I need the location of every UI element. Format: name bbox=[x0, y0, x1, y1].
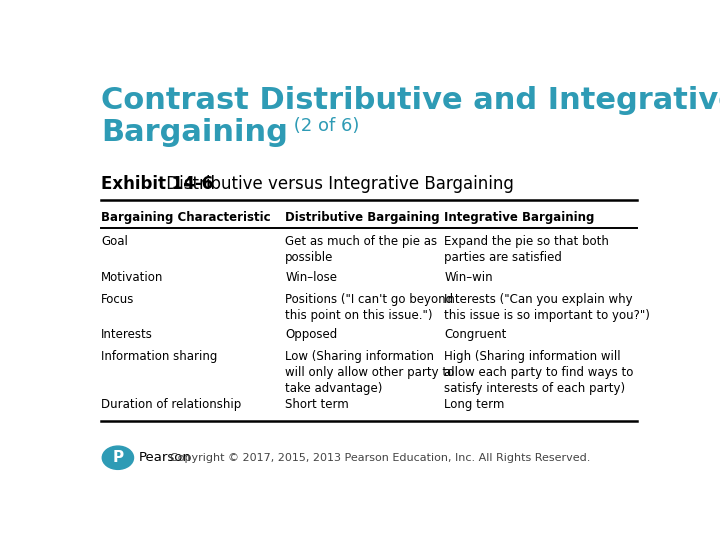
Text: Information sharing: Information sharing bbox=[101, 350, 217, 363]
Text: Pearson: Pearson bbox=[139, 451, 192, 464]
Text: Win–lose: Win–lose bbox=[285, 271, 337, 284]
Text: Exhibit 14-6: Exhibit 14-6 bbox=[101, 175, 213, 193]
Text: Short term: Short term bbox=[285, 398, 349, 411]
Text: Congruent: Congruent bbox=[444, 328, 507, 341]
Text: Bargaining Characteristic: Bargaining Characteristic bbox=[101, 211, 271, 224]
Text: Opposed: Opposed bbox=[285, 328, 338, 341]
Text: Win–win: Win–win bbox=[444, 271, 493, 284]
Text: Duration of relationship: Duration of relationship bbox=[101, 398, 241, 411]
Text: Low (Sharing information
will only allow other party to
take advantage): Low (Sharing information will only allow… bbox=[285, 350, 454, 395]
Text: Focus: Focus bbox=[101, 293, 135, 306]
Text: High (Sharing information will
allow each party to find ways to
satisfy interest: High (Sharing information will allow eac… bbox=[444, 350, 634, 395]
Text: Positions ("I can't go beyond
this point on this issue."): Positions ("I can't go beyond this point… bbox=[285, 293, 454, 322]
Text: Distributive Bargaining: Distributive Bargaining bbox=[285, 211, 440, 224]
Text: (2 of 6): (2 of 6) bbox=[288, 117, 359, 135]
Text: Integrative Bargaining: Integrative Bargaining bbox=[444, 211, 595, 224]
Text: Goal: Goal bbox=[101, 235, 128, 248]
Circle shape bbox=[102, 446, 133, 469]
Text: Expand the pie so that both
parties are satisfied: Expand the pie so that both parties are … bbox=[444, 235, 609, 264]
Text: Interests: Interests bbox=[101, 328, 153, 341]
Text: Distributive versus Integrative Bargaining: Distributive versus Integrative Bargaini… bbox=[161, 175, 514, 193]
Text: Copyright © 2017, 2015, 2013 Pearson Education, Inc. All Rights Reserved.: Copyright © 2017, 2015, 2013 Pearson Edu… bbox=[170, 453, 590, 463]
Text: Long term: Long term bbox=[444, 398, 505, 411]
Text: Get as much of the pie as
possible: Get as much of the pie as possible bbox=[285, 235, 438, 264]
Text: Interests ("Can you explain why
this issue is so important to you?"): Interests ("Can you explain why this iss… bbox=[444, 293, 650, 322]
Text: Motivation: Motivation bbox=[101, 271, 163, 284]
Text: P: P bbox=[112, 450, 123, 465]
Text: Contrast Distributive and Integrative
Bargaining: Contrast Distributive and Integrative Ba… bbox=[101, 85, 720, 147]
